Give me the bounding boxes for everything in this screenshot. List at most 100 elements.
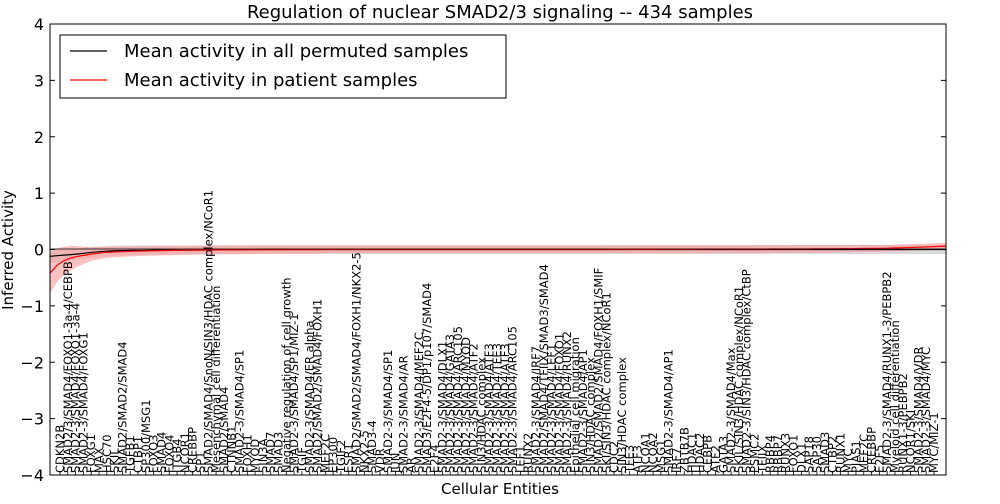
x-tick-label: RBBP4 [763,435,777,473]
x-tick-label: GATA3 [716,436,730,473]
x-tick-label: Myeloid cell differentiation [888,320,902,473]
x-tick-label: CDKN2B [53,425,67,473]
x-tick-label: SP300/MSG1 [139,399,153,473]
x-tick-label: SMAD2-3/SMAD4/LEF1 [545,344,559,473]
x-tick-label: HDAC1 [685,433,699,473]
x-tick-label: EP300 [326,437,340,473]
x-tick-label: PSMC2 [748,433,762,473]
x-tick-label: SMAD2/SMAD4 [217,387,231,473]
x-tick-label: SMAD4 [154,432,168,473]
x-tick-label: LEF1 [513,445,527,473]
y-tick-label: 0 [34,241,44,260]
x-tick-label: SMAD2/SMAD4/SnoN/SIN3/HDAC complex/NCoR1 [201,190,215,473]
x-tick-label: ITGB4 [170,438,184,473]
x-tick-label: Mesenchymal cell differentiation [209,286,223,473]
x-tick-label: SMAD2-3/SMAD4/MYC [919,347,933,473]
x-tick-label: SMAD2-3/SMAD4/TFE3 [490,343,504,473]
x-tick-label: MYC [841,449,855,473]
chart-title: Regulation of nuclear SMAD2/3 signaling … [247,2,753,23]
x-tick-label: SMAD2-3/SMAD4/RUNX2 [560,331,574,473]
x-tick-label: RUNX1-3/PEBPB2 [896,373,910,473]
band-series-1 [50,242,946,293]
x-tick-label: NCOR1 [178,432,192,473]
x-tick-label: MAX [92,447,106,473]
y-tick-label: −3 [20,410,44,429]
x-tick-label: RUNX2 [521,433,535,473]
y-tick-label: 4 [34,15,44,34]
x-tick-label: SIN3/HDAC complex [474,357,488,473]
x-tick-label: SMAD2-3/SMAD4/ARC105 [451,326,465,473]
x-tick-label: SMAD2-3/SMAD4/FOXG1 [76,332,90,473]
x-tick-label: NKX2-5 [357,430,371,473]
x-tick-label: TGFB1 [123,435,137,474]
x-tick-label: MEF2C [318,434,332,473]
x-tick-label: FOXO3 [147,435,161,473]
x-tick-label: SMAD2-3/SMAD4/FOXO1 [552,333,566,473]
x-tick-label: SMAD2-3/SMAD4/ARC105 [506,326,520,473]
x-tick-label: SMAD2-3/SMAD4/DLX1 [435,341,449,473]
x-tick-label: SMAD3 [818,432,832,473]
x-tick-label: SMAD3-4 [365,420,379,473]
x-tick-label: SMAD2-3/SMAD4/VDR [911,347,925,473]
x-tick-label: SMAD2-3/SMAD4/SP1/MIZ-1 [287,313,301,473]
legend-box [59,34,507,99]
x-tick-label: PIAS1 [849,440,863,473]
x-tick-label: CTBP1 [131,436,145,473]
x-tick-label: SMAD2-3/SMAD4/Max [724,347,738,473]
x-tick-label: FOXG1 [84,434,98,473]
x-tick-label: SMAD2/SMAD4/TFIIX/SMAD3/SMAD4 [537,264,551,473]
x-tick-label: CREBBP [186,427,200,473]
x-tick-label: SKI/SIN3/HDAC complex/NCoR1 [599,292,613,473]
x-tick-label: ATF2 [709,445,723,473]
x-tick-label: SAP18 [802,436,816,473]
x-tick-label: FOXO1 [787,435,801,473]
y-tick-label: −1 [20,297,44,316]
x-tick-label: SMAD2-3/SMAD4/FOXO1-3a-4 [69,303,83,473]
x-tick-label: SKIL [108,448,122,473]
x-tick-label: MYOD [248,439,262,473]
legend-label-permuted: Mean activity in all permuted samples [124,41,468,62]
x-tick-label: SMAD2-3/SMAD4/ATF3 [498,343,512,473]
y-axis-label: Inferred Activity [0,190,17,310]
x-tick-label: HSC70 [100,434,114,473]
y-tick-label: −2 [20,353,44,372]
x-tick-label: SMAD2-3/SMAD4/AP1 [662,349,676,473]
x-tick-label: CREBBP [865,427,879,473]
x-tick-label: TGIF2 [334,440,348,474]
y-tick-label: 3 [34,71,44,90]
x-tick-label: IRF7 [670,448,684,473]
x-tick-label: SIN3/HDAC complex [584,357,598,473]
x-tick-label: CEBPB [701,435,715,473]
x-tick-label: MEF2C [857,434,871,473]
x-tick-label: Epithelial cell migration [568,337,582,473]
x-tick-label: FOXH1 [240,434,254,473]
x-tick-label: TGIF [295,447,309,474]
x-tick-label: MYC/MIZ-1 [927,412,941,473]
x-tick-label: SMAD2-3/SMAD4/SP1 [381,350,395,473]
x-tick-label: SMAD2-3/SMAD4/SP1 [233,350,247,473]
x-tick-label: NCOR1/SKI [904,410,918,473]
x-tick-label: DLX1 [794,443,808,473]
legend-label-patient: Mean activity in patient samples [124,70,418,91]
y-tick-label: 2 [34,128,44,147]
y-tick-label: −4 [20,466,44,485]
x-tick-label: RBBP7 [771,435,785,473]
x-tick-label: SIN3A [256,438,270,473]
x-tick-label: CTBP2 [826,436,840,473]
x-tick-label: RUNX3 [779,433,793,473]
x-tick-label: SMAD2/SMAD2/SMAD4/FOXH1/SMIF [591,268,605,473]
x-tick-label: SIN3/HDAC complex [615,357,629,473]
plot-frame [49,23,947,476]
y-tick-label: 1 [34,184,44,203]
x-tick-label: SMAD2/3/SMAD4/FOXO1-3a-4/CEBPB [61,261,75,473]
x-tick-label: SMAD2/SMAD2/SMAD4/FOXH1 [311,299,325,473]
x-tick-label: SP1 [194,451,208,473]
x-tick-label: SMAD2-3/SMAD4/ATF2 [467,343,481,473]
x-tick-label: SMAD7 [264,432,278,473]
x-tick-label: VDR [373,448,387,473]
x-tick-label: SMAD3 [272,432,286,473]
x-tick-label: FOXO4 [162,435,176,473]
x-tick-label: SMAD2-3/SIN3/HDAC complex/CtBP [740,269,754,473]
